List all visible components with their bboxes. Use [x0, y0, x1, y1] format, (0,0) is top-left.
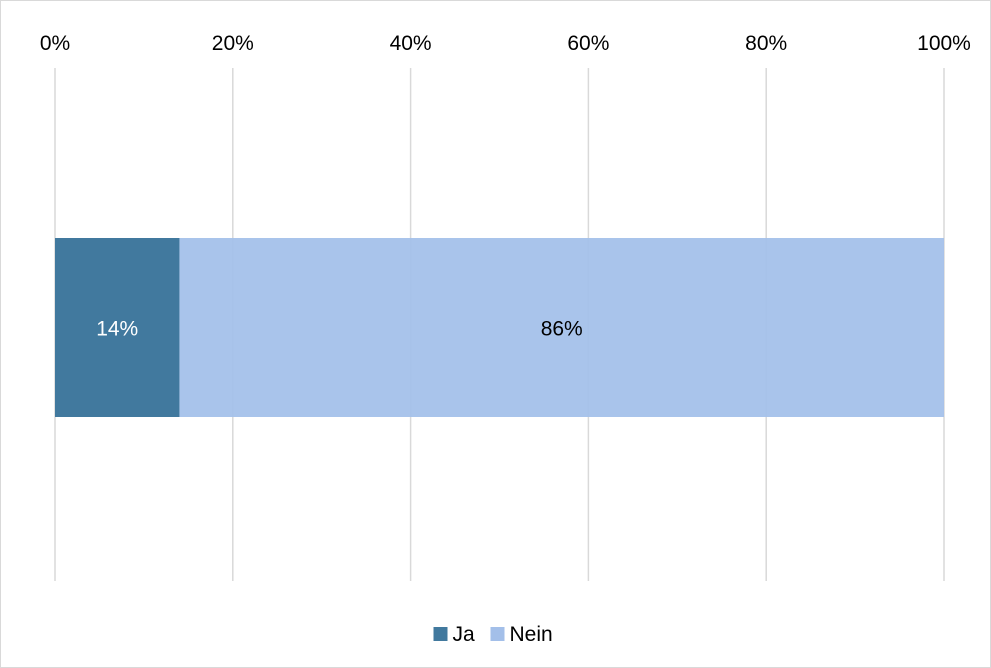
x-tick-label: 0%	[40, 32, 70, 55]
legend-swatch-ja	[433, 627, 448, 641]
data-labels: 14% 86%	[96, 318, 583, 341]
x-tick-label: 20%	[212, 32, 254, 55]
data-label-ja: 14%	[96, 318, 138, 341]
legend-label-ja: Ja	[453, 623, 476, 646]
legend-swatch-nein	[490, 627, 505, 641]
x-tick-label: 80%	[745, 32, 787, 55]
data-label-nein: 86%	[541, 318, 583, 341]
legend: Ja Nein	[433, 623, 553, 646]
bar-segment-nein	[179, 238, 944, 417]
x-axis-tick-labels: 0% 20% 40% 60% 80% 100%	[40, 32, 971, 55]
x-tick-label: 100%	[917, 32, 971, 55]
bar-segment-ja	[55, 238, 180, 417]
legend-label-nein: Nein	[510, 623, 553, 646]
x-tick-label: 60%	[567, 32, 609, 55]
x-tick-label: 40%	[390, 32, 432, 55]
bar-segments	[55, 238, 944, 417]
